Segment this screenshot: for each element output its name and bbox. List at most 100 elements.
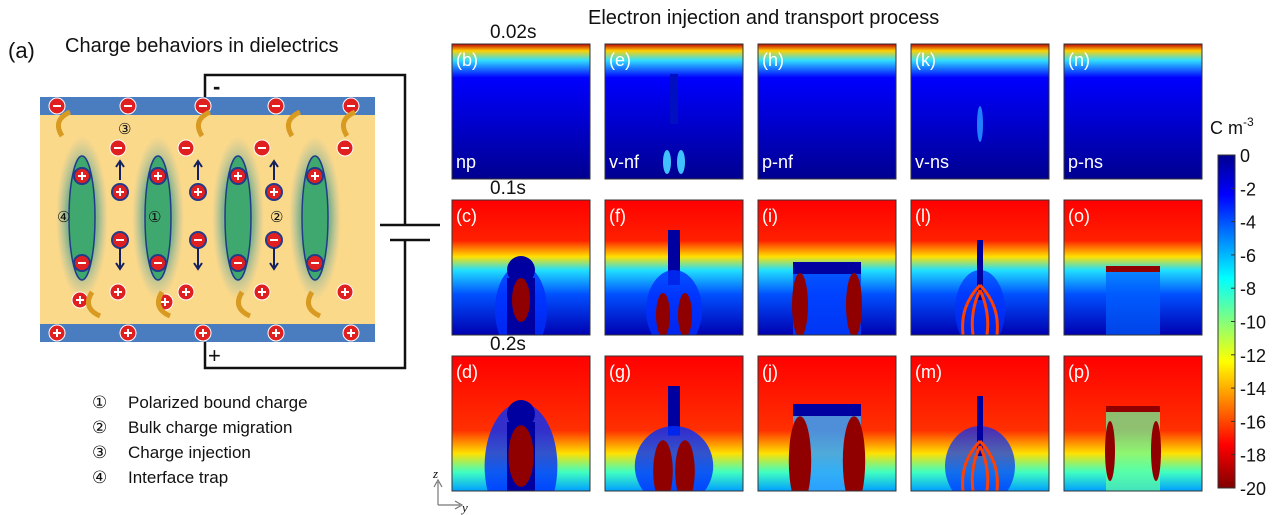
field-feature: [793, 262, 861, 274]
time-label: 0.2s: [490, 334, 526, 355]
field-feature: [668, 386, 680, 436]
field-feature: [977, 396, 983, 456]
panel-label: (o): [1068, 206, 1090, 226]
colorbar-label: 0: [1240, 146, 1250, 166]
charge-sign: [270, 188, 278, 196]
panel-name: p-nf: [762, 152, 794, 172]
panel-label: (b): [456, 50, 478, 70]
heatmap: [758, 44, 896, 179]
panel-label: (e): [609, 50, 631, 70]
panel-label: (d): [456, 362, 478, 382]
injection-arrow: [55, 109, 72, 138]
field-feature: [961, 439, 999, 491]
region-marker: ②: [270, 209, 283, 226]
field-feature: [677, 150, 685, 174]
charge-sign: [76, 296, 84, 304]
charge-sign: [258, 288, 266, 296]
charge-sign: [116, 188, 124, 196]
heatmap: [911, 356, 1049, 491]
field-feature: [675, 440, 695, 491]
heatmap: [1064, 356, 1202, 491]
field-feature: [846, 273, 862, 335]
frame: [910, 199, 1050, 336]
heatmap-bg: [758, 44, 896, 179]
heatmap-panel: (k) v-ns: [910, 43, 1050, 180]
region-marker: ④: [57, 209, 70, 226]
heatmap-panel: (c): [451, 199, 591, 336]
dipole: [224, 155, 252, 281]
heatmap-panel: (b) np: [451, 43, 591, 180]
heatmap-panel: (e) v-nf: [604, 43, 744, 180]
polarity: +: [208, 343, 221, 368]
colorbar-label: -4: [1240, 213, 1256, 233]
panel-name: np: [456, 152, 476, 172]
frame: [604, 355, 744, 492]
colorbar-label: -14: [1240, 379, 1266, 399]
field-feature: [508, 425, 534, 487]
panel-name: v-nf: [609, 152, 640, 172]
heatmap-bg: [452, 44, 590, 179]
frame: [757, 355, 897, 492]
heatmap-bg: [1064, 44, 1202, 179]
panel-label: (i): [762, 206, 778, 226]
time-label: 0.02s: [490, 22, 536, 43]
colorbar-label: -16: [1240, 412, 1266, 432]
panel-label: (g): [609, 362, 631, 382]
charge-sign: [78, 172, 86, 180]
colorbar-label: -10: [1240, 313, 1266, 333]
field-feature: [663, 150, 671, 174]
arrow: [269, 248, 279, 271]
heatmap-panel: (g): [604, 355, 744, 492]
arrow: [115, 248, 125, 271]
legend-marker: ②: [92, 418, 107, 437]
injection-arrow: [340, 109, 357, 138]
panel-name: p-ns: [1068, 152, 1103, 172]
heatmap: [758, 356, 896, 491]
field-feature: [507, 400, 535, 428]
heatmap: [452, 44, 590, 179]
panel-label: (l): [915, 206, 931, 226]
injection-arrow: [195, 109, 212, 138]
charge-sign: [311, 172, 319, 180]
heatmap: [1064, 200, 1202, 335]
field-feature: [1106, 271, 1160, 335]
dipole: [144, 155, 172, 281]
heatmap: [911, 200, 1049, 335]
field-feature: [1105, 421, 1115, 481]
heatmap-panel: (n) p-ns: [1063, 43, 1203, 180]
dipole: [68, 155, 96, 281]
axis-label: z: [432, 466, 438, 481]
legend-marker: ④: [92, 468, 107, 487]
frame: [451, 199, 591, 336]
heatmap: [911, 44, 1049, 179]
colorbar-label: -18: [1240, 446, 1266, 466]
field-feature: [1151, 421, 1161, 481]
charge-sign: [114, 288, 122, 296]
charge-sign: [53, 329, 61, 337]
field-feature: [788, 416, 812, 491]
field-feature: [512, 278, 530, 322]
frame: [604, 43, 744, 180]
colorbar-label: -2: [1240, 179, 1256, 199]
charges: [48, 97, 360, 342]
panel-label: (m): [915, 362, 942, 382]
colorbar-unit: C m-3: [1210, 115, 1254, 138]
charge-sign: [182, 288, 190, 296]
field-feature: [653, 440, 673, 491]
field-feature: [646, 270, 702, 335]
legend-text: Interface trap: [128, 468, 228, 487]
injection-arrow: [285, 109, 302, 138]
legend-text: Charge injection: [128, 443, 251, 462]
heatmap-panel: (m): [910, 355, 1050, 492]
dipole: [301, 155, 329, 281]
heatmap: [452, 200, 590, 335]
legend-marker: ③: [92, 443, 107, 462]
charge-sign: [199, 329, 207, 337]
charge-sign: [347, 329, 355, 337]
heatmap-panel: (l): [910, 199, 1050, 336]
field-feature: [634, 426, 714, 491]
colorbar-unit-exponent: -3: [1243, 115, 1254, 129]
field-feature: [656, 293, 670, 335]
arrow: [193, 159, 203, 180]
